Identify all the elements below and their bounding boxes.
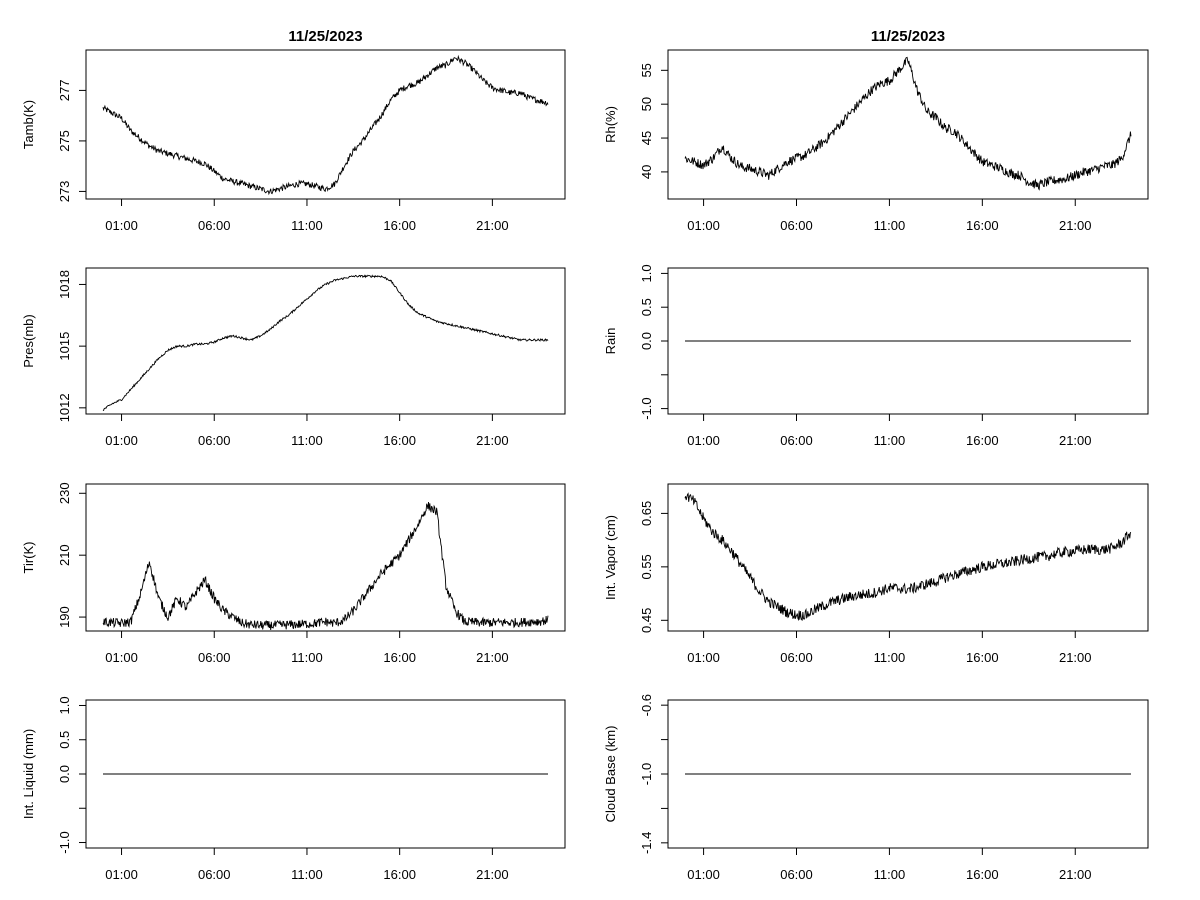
tir-xtick-label: 16:00 <box>383 650 416 665</box>
rh-ytick-label: 50 <box>639 97 654 111</box>
tamb-ytick-label: 275 <box>57 130 72 152</box>
int-vapor-ytick-label: 0.55 <box>639 554 654 579</box>
cloud-base-xtick-label: 11:00 <box>874 867 906 882</box>
rain-ytick-label: -1.0 <box>639 397 654 419</box>
cloud-base-xtick-label: 16:00 <box>966 867 999 882</box>
cloud-base-ytick-label: -1.4 <box>639 832 654 854</box>
tir-ytick-label: 190 <box>57 606 72 628</box>
rain-ylabel: Rain <box>603 328 618 355</box>
rh-xtick-label: 21:00 <box>1059 218 1092 233</box>
rain-xtick-label: 11:00 <box>874 433 906 448</box>
rh-xtick-label: 11:00 <box>874 218 906 233</box>
panel-tir: 01:00 06:00 11:00 16:00 21:00 190 210 230 Tir(K) <box>21 482 566 665</box>
int-vapor-xtick-label: 01:00 <box>687 650 720 665</box>
panel-int-vapor: 01:00 06:00 11:00 16:00 21:00 0.45 0.55 0.65 Int… <box>603 483 1149 665</box>
pres-xtick-label: 16:00 <box>383 433 416 448</box>
tamb-series-line <box>102 54 549 196</box>
tamb-xtick-label: 11:00 <box>291 218 323 233</box>
rain-xtick-label: 01:00 <box>687 433 720 448</box>
pres-xtick-label: 11:00 <box>291 433 323 448</box>
panel-rh: 11/25/2023 01:00 06:00 11:00 16:00 21:00 40 45 5… <box>603 28 1149 233</box>
tir-xtick-label: 06:00 <box>198 650 231 665</box>
tamb-xtick-label: 01:00 <box>105 218 138 233</box>
tamb-xtick-label: 21:00 <box>476 218 509 233</box>
pres-series-line <box>102 274 549 412</box>
pres-plot-frame <box>85 267 566 415</box>
tir-plot-frame <box>85 483 566 632</box>
int-liquid-ytick-label: -1.0 <box>57 831 72 853</box>
cloud-base-ylabel: Cloud Base (km) <box>603 726 618 823</box>
cloud-base-xtick-label: 01:00 <box>687 867 720 882</box>
tir-ytick-label: 210 <box>57 544 72 566</box>
tamb-plot-frame <box>85 49 566 200</box>
int-liquid-ytick-label: 0.5 <box>57 731 72 749</box>
panel-pres: 01:00 06:00 11:00 16:00 21:00 1012 1015 1018 Pre… <box>21 267 566 448</box>
rh-ylabel: Rh(%) <box>603 106 618 143</box>
panel-cloud-base: 01:00 06:00 11:00 16:00 21:00 -1.4 -1.0 -0.6 Clo… <box>603 694 1149 882</box>
cloud-base-ytick-label: -1.0 <box>639 763 654 785</box>
rh-xtick-label: 06:00 <box>780 218 813 233</box>
tir-xtick-label: 11:00 <box>291 650 323 665</box>
pres-xtick-label: 01:00 <box>105 433 138 448</box>
rain-ytick-label: 0.0 <box>639 332 654 350</box>
rh-series-line <box>684 56 1132 191</box>
rain-xtick-label: 06:00 <box>780 433 813 448</box>
int-liquid-ytick-label: 1.0 <box>57 696 72 714</box>
rh-ytick-label: 55 <box>639 63 654 77</box>
pres-xtick-label: 21:00 <box>476 433 509 448</box>
rain-ytick-label: 1.0 <box>639 264 654 282</box>
int-vapor-ylabel: Int. Vapor (cm) <box>603 515 618 600</box>
rain-xtick-label: 16:00 <box>966 433 999 448</box>
tir-xtick-label: 01:00 <box>105 650 138 665</box>
int-liquid-xtick-label: 06:00 <box>198 867 231 882</box>
rh-plot-frame <box>667 49 1149 200</box>
int-liquid-xtick-label: 01:00 <box>105 867 138 882</box>
tir-ylabel: Tir(K) <box>21 541 36 573</box>
tir-xtick-label: 21:00 <box>476 650 509 665</box>
pres-ytick-label: 1012 <box>57 393 72 422</box>
int-vapor-xtick-label: 21:00 <box>1059 650 1092 665</box>
panel-int-liquid: 01:00 06:00 11:00 16:00 21:00 -1.0 0.0 0.5 1.0 In… <box>21 696 566 882</box>
pres-ylabel: Pres(mb) <box>21 314 36 367</box>
cloud-base-xtick-label: 21:00 <box>1059 867 1092 882</box>
rh-ytick-label: 45 <box>639 131 654 145</box>
tamb-xtick-label: 16:00 <box>383 218 416 233</box>
tir-ytick-label: 230 <box>57 482 72 504</box>
pres-xtick-label: 06:00 <box>198 433 231 448</box>
tamb-ytick-label: 273 <box>57 181 72 203</box>
rh-xtick-label: 01:00 <box>687 218 720 233</box>
rain-xtick-label: 21:00 <box>1059 433 1092 448</box>
tamb-ylabel: Tamb(K) <box>21 100 36 149</box>
int-vapor-xtick-label: 06:00 <box>780 650 813 665</box>
int-vapor-plot-frame <box>667 483 1149 632</box>
int-vapor-xtick-label: 11:00 <box>874 650 906 665</box>
int-liquid-ylabel: Int. Liquid (mm) <box>21 729 36 819</box>
panel-rain: 01:00 06:00 11:00 16:00 21:00 -1.0 0.0 0.5 1.0 Ra… <box>603 264 1149 448</box>
tir-series-line <box>102 502 549 631</box>
cloud-base-xtick-label: 06:00 <box>780 867 813 882</box>
int-liquid-xtick-label: 21:00 <box>476 867 509 882</box>
int-liquid-xtick-label: 11:00 <box>291 867 323 882</box>
rh-ytick-label: 40 <box>639 165 654 179</box>
cloud-base-ytick-label: -0.6 <box>639 694 654 716</box>
tamb-ytick-label: 277 <box>57 80 72 102</box>
tamb-title: 11/25/2023 <box>288 28 362 45</box>
tamb-xtick-label: 06:00 <box>198 218 231 233</box>
pres-ytick-label: 1018 <box>57 270 72 299</box>
int-vapor-ytick-label: 0.45 <box>639 608 654 633</box>
int-liquid-ytick-label: 0.0 <box>57 765 72 783</box>
rh-title: 11/25/2023 <box>871 28 945 45</box>
panel-tamb: 11/25/2023 01:00 06:00 11:00 16:00 21:00 273 27… <box>21 28 566 233</box>
int-vapor-series-line <box>684 492 1132 622</box>
rh-xtick-label: 16:00 <box>966 218 999 233</box>
int-vapor-xtick-label: 16:00 <box>966 650 999 665</box>
pres-ytick-label: 1015 <box>57 332 72 361</box>
rain-ytick-label: 0.5 <box>639 298 654 316</box>
int-liquid-xtick-label: 16:00 <box>383 867 416 882</box>
int-vapor-ytick-label: 0.65 <box>639 501 654 526</box>
